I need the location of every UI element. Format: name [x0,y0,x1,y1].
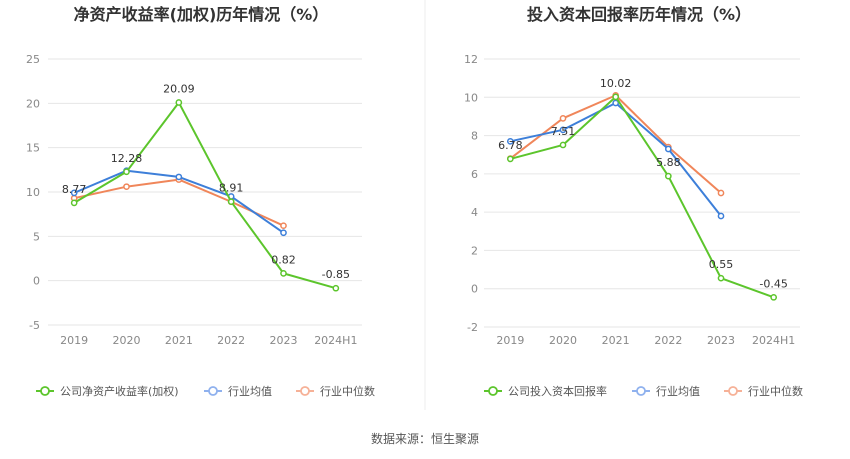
y-tick-label: 10 [26,186,40,199]
legend-marker [636,386,646,396]
data-label: 7.51 [551,125,576,138]
series-line-company [510,95,775,299]
data-point-avg [612,99,620,107]
data-point-avg [664,145,672,153]
data-point-company [770,293,778,301]
y-tick-label: 20 [26,97,40,110]
legend-item-company: 公司投入资本回报率 [484,384,607,398]
x-tick-label: 2021 [165,334,193,347]
data-label: 0.55 [709,258,734,271]
x-tick-label: 2022 [654,334,682,347]
data-label: -0.45 [759,277,787,290]
y-tick-label: -2 [467,321,478,334]
legend-label: 行业均值 [228,385,272,398]
y-tick-label: 15 [26,142,40,155]
legend-marker [208,386,218,396]
y-tick-label: 2 [471,244,478,257]
y-tick-label: 25 [26,53,40,66]
legend-label: 行业中位数 [748,384,803,398]
x-tick-label: 2020 [549,334,577,347]
data-label: -0.85 [322,268,350,281]
y-tick-label: 4 [471,206,478,219]
x-tick-label: 2023 [707,334,735,347]
legend-marker [488,386,498,396]
chart-title: 净资产收益率(加权)历年情况（%） [74,5,329,24]
data-point-avg [559,126,567,134]
data-point-company [612,93,620,101]
legend-label: 公司净资产收益率(加权) [60,384,179,398]
data-point-avg [717,212,725,220]
legend-item-avg: 行业均值 [632,385,700,398]
legend-label: 行业中位数 [320,384,375,398]
series-line-median [509,94,722,194]
y-tick-label: 0 [471,283,478,296]
y-tick-label: 12 [464,53,478,66]
legend-item-avg: 行业均值 [204,385,272,398]
data-label: 8.77 [62,183,87,196]
data-point-company [559,141,567,149]
y-tick-label: 8 [471,130,478,143]
data-point-company [70,199,78,207]
data-point-company [506,155,514,163]
legend-marker [300,386,310,396]
legend-item-company: 公司净资产收益率(加权) [36,384,179,398]
x-tick-label: 2019 [60,334,88,347]
series-line-avg [510,102,722,217]
data-point-company [332,284,340,292]
data-point-company [123,168,130,176]
data-label: 20.09 [163,83,195,96]
data-point-avg [175,173,183,181]
data-label: 5.88 [656,156,681,169]
data-label: 10.02 [600,77,632,90]
legend-item-median: 行业中位数 [296,384,375,398]
x-tick-label: 2021 [602,334,630,347]
data-label: 0.82 [271,253,296,266]
data-label: 6.78 [498,139,523,152]
y-tick-label: 10 [464,91,478,104]
legend-marker [728,386,738,396]
x-tick-label: 2024H1 [752,334,795,347]
series-line-median [73,178,284,227]
x-tick-label: 2022 [217,334,245,347]
data-point-company [175,99,183,106]
data-point-company [227,198,235,206]
data-label: 12.28 [111,152,143,165]
data-source-label: 数据来源：恒生聚源 [371,431,479,446]
data-point-company [717,274,725,282]
data-point-company [664,172,672,180]
legend-marker [40,386,50,396]
legend-label: 行业均值 [656,385,700,398]
data-point-median [123,183,130,191]
legend-label: 公司投入资本回报率 [508,384,607,398]
data-point-median [559,114,567,122]
x-tick-label: 2024H1 [314,334,357,347]
data-point-avg [70,189,78,197]
data-point-company [280,270,287,277]
legend-item-median: 行业中位数 [724,384,803,398]
series-line-company [73,101,337,290]
x-tick-label: 2019 [496,334,524,347]
data-point-avg [506,137,514,145]
x-tick-label: 2020 [113,334,141,347]
y-tick-label: -5 [29,319,40,332]
y-tick-label: 5 [33,230,40,243]
data-label: 8.91 [219,182,244,195]
chart-1: 净资产收益率(加权)历年情况（%） 25 20 15 10 5 0 -5 2019 2020 202… [26,5,375,398]
chart-title: 投入资本回报率历年情况（%） [527,5,751,24]
x-tick-label: 2023 [270,334,298,347]
chart-2: 投入资本回报率历年情况（%） 12 10 8 6 4 2 0 -2 2019 2020 2021 202… [464,5,803,398]
y-tick-label: 0 [33,275,40,288]
data-point-median [280,222,287,230]
data-point-median [717,189,725,197]
y-tick-label: 6 [471,168,478,181]
data-point-avg [280,229,287,237]
